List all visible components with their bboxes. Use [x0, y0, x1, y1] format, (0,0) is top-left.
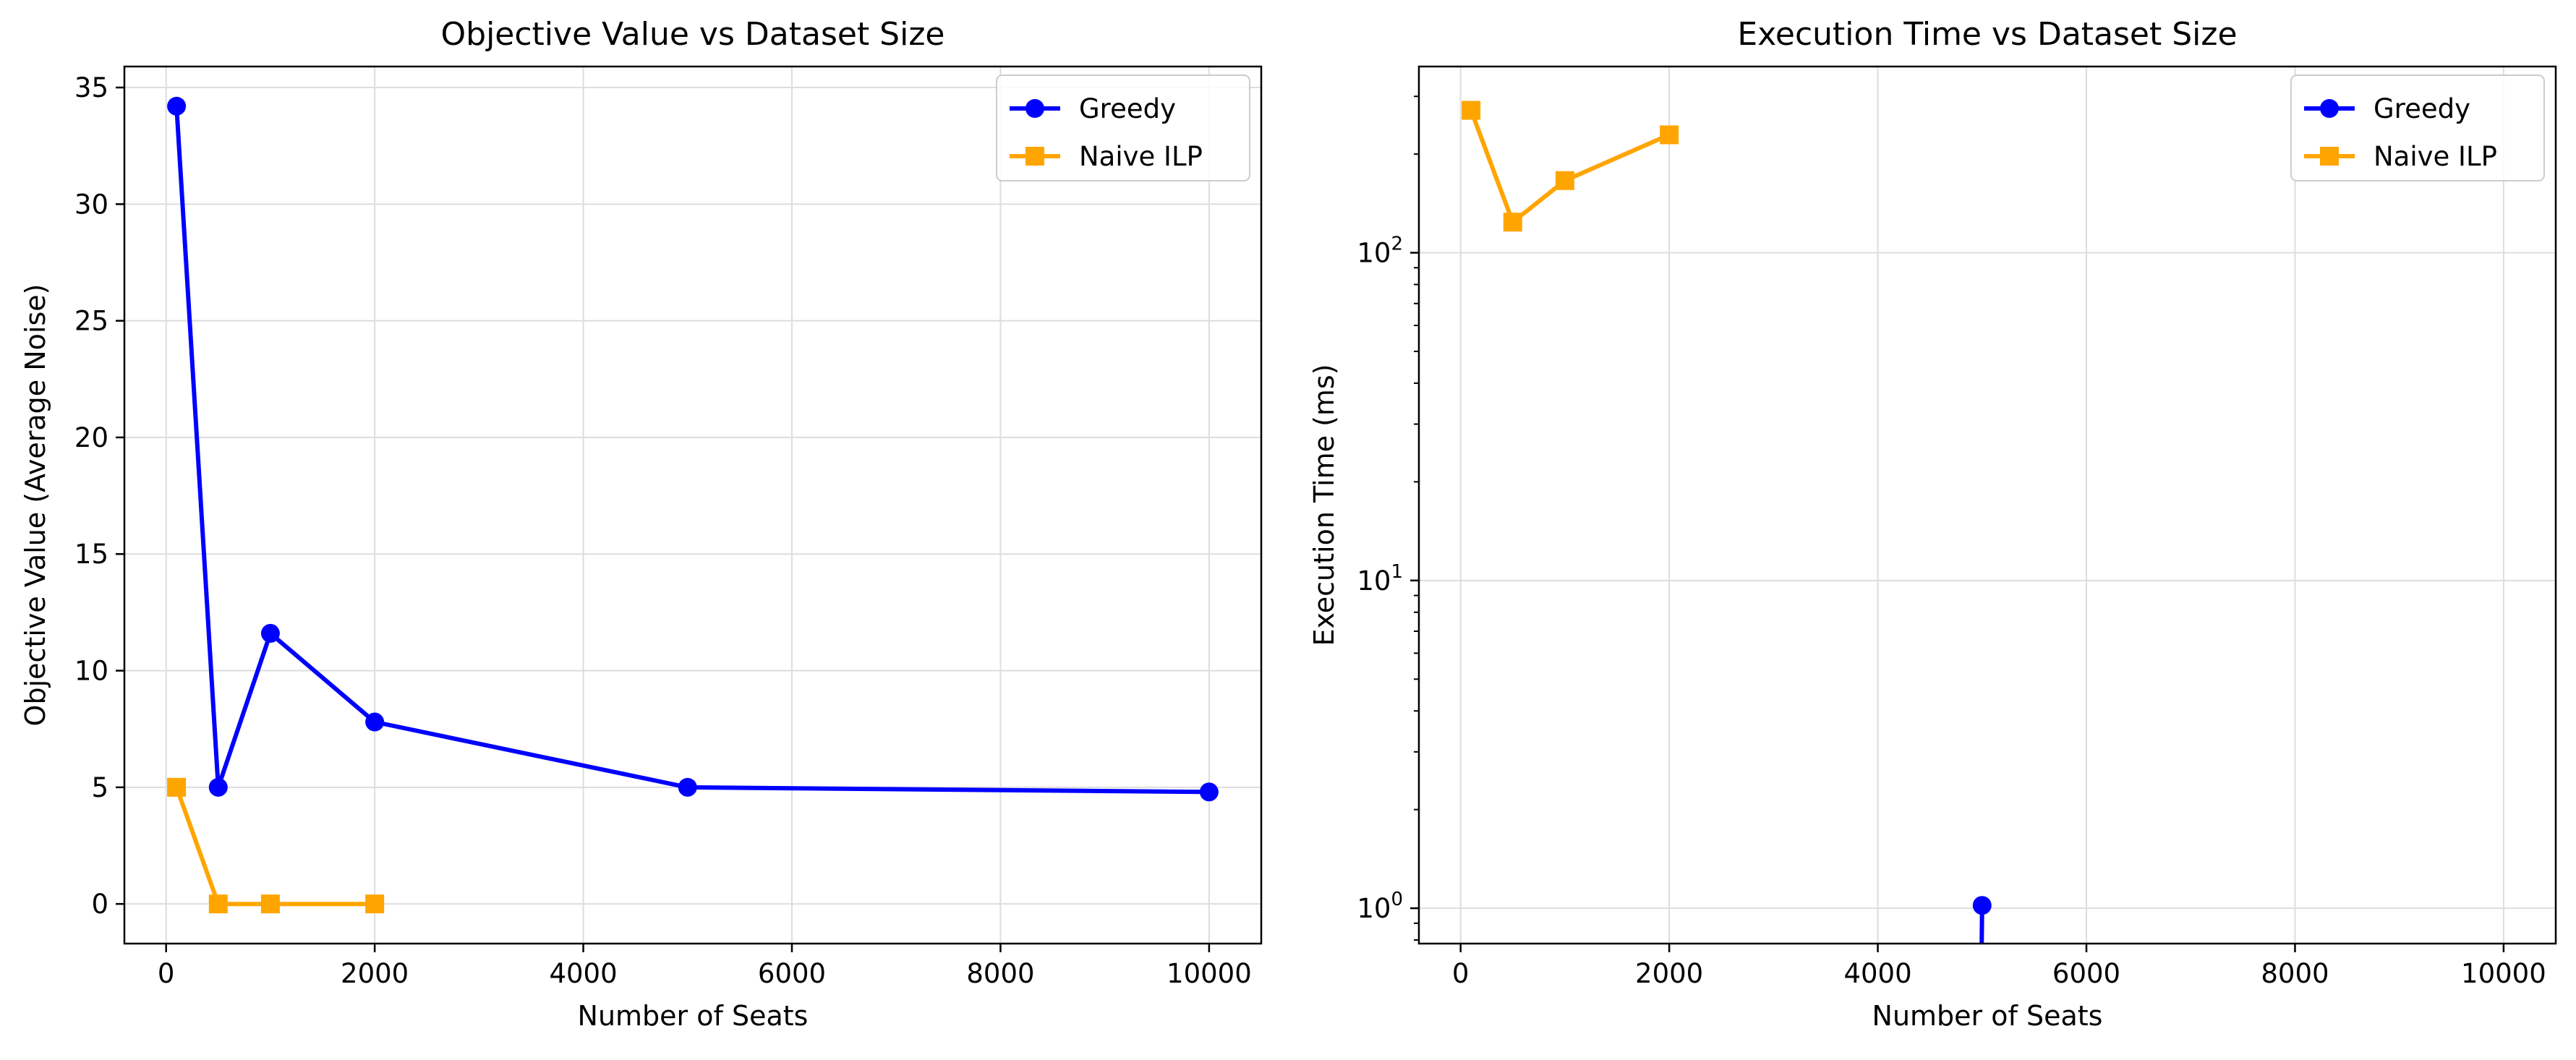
x-tick-label: 6000 — [2052, 958, 2120, 989]
legend-marker — [2320, 99, 2339, 118]
data-point — [260, 623, 280, 643]
data-point — [365, 712, 385, 732]
y-tick-label: 10 — [74, 656, 108, 687]
data-point — [167, 96, 187, 116]
x-axis-label: Number of Seats — [578, 1000, 809, 1032]
x-tick-label: 2000 — [1635, 958, 1703, 989]
data-point — [208, 894, 228, 914]
chart-title: Execution Time vs Dataset Size — [1737, 16, 2237, 53]
y-axis-label: Execution Time (ms) — [1308, 364, 1340, 646]
legend: Greedy Naive ILP — [996, 74, 1250, 181]
objective-value-chart: 0 2000 4000 6000 8000 10000 0 5 10 15 20 25 30 35 Obje… — [20, 16, 1263, 1032]
y-tick-label: 15 — [74, 539, 108, 570]
y-tick-label: 5 — [91, 772, 108, 803]
y-tick-label: 0 — [91, 889, 108, 920]
legend-label: Greedy — [1079, 93, 1176, 124]
x-tick-label: 8000 — [2261, 958, 2329, 989]
execution-time-chart: 0 2000 4000 6000 8000 10000 100 101 102 Execution… — [1308, 16, 2557, 1032]
data-point — [208, 777, 228, 797]
data-point — [167, 777, 187, 797]
y-axis-label: Objective Value (Average Noise) — [20, 284, 51, 727]
legend-label: Greedy — [2374, 93, 2470, 124]
x-tick-label: 10000 — [1167, 958, 1252, 989]
series-line-naive-ilp — [1469, 109, 1671, 225]
plot-area — [1462, 101, 1992, 944]
axes-frame — [123, 65, 1263, 945]
x-tick-label: 8000 — [966, 958, 1034, 989]
y-tick-label: 102 — [1357, 234, 1403, 269]
y-tick-label: 35 — [74, 72, 108, 103]
legend: Greedy Naive ILP — [2290, 74, 2545, 181]
x-tick-label: 4000 — [549, 958, 617, 989]
plot-area — [167, 96, 1219, 914]
data-point — [1503, 213, 1522, 232]
y-tick-label: 20 — [74, 422, 108, 453]
x-tick-label: 0 — [158, 958, 175, 989]
data-point — [1972, 896, 1992, 915]
y-tick-label: 100 — [1357, 889, 1403, 924]
x-tick-label: 10000 — [2461, 958, 2546, 989]
y-tick-label: 25 — [74, 306, 108, 337]
legend-marker — [1025, 147, 1044, 166]
series-line-naive-ilp — [174, 786, 375, 907]
x-tick-label: 0 — [1452, 958, 1470, 989]
data-point — [1555, 171, 1574, 190]
x-axis-label: Number of Seats — [1872, 1000, 2103, 1032]
data-point — [1660, 125, 1679, 145]
data-point — [1199, 782, 1219, 802]
data-point — [678, 777, 697, 797]
x-tick-label: 6000 — [758, 958, 826, 989]
series-line-greedy — [1979, 905, 1984, 944]
legend-label: Naive ILP — [1079, 141, 1203, 172]
legend-label: Naive ILP — [2374, 141, 2497, 172]
legend-marker — [1025, 99, 1044, 118]
y-tick-label: 101 — [1357, 561, 1403, 597]
chart-title: Objective Value vs Dataset Size — [441, 16, 945, 53]
y-tick-label: 30 — [74, 189, 108, 220]
series-line-greedy — [174, 106, 1209, 795]
legend-marker — [2320, 147, 2339, 166]
x-tick-label: 2000 — [341, 958, 409, 989]
axes-frame — [1417, 65, 2557, 945]
data-point — [365, 894, 385, 914]
data-point — [260, 894, 280, 914]
data-point — [1462, 101, 1481, 120]
x-tick-label: 4000 — [1843, 958, 1911, 989]
